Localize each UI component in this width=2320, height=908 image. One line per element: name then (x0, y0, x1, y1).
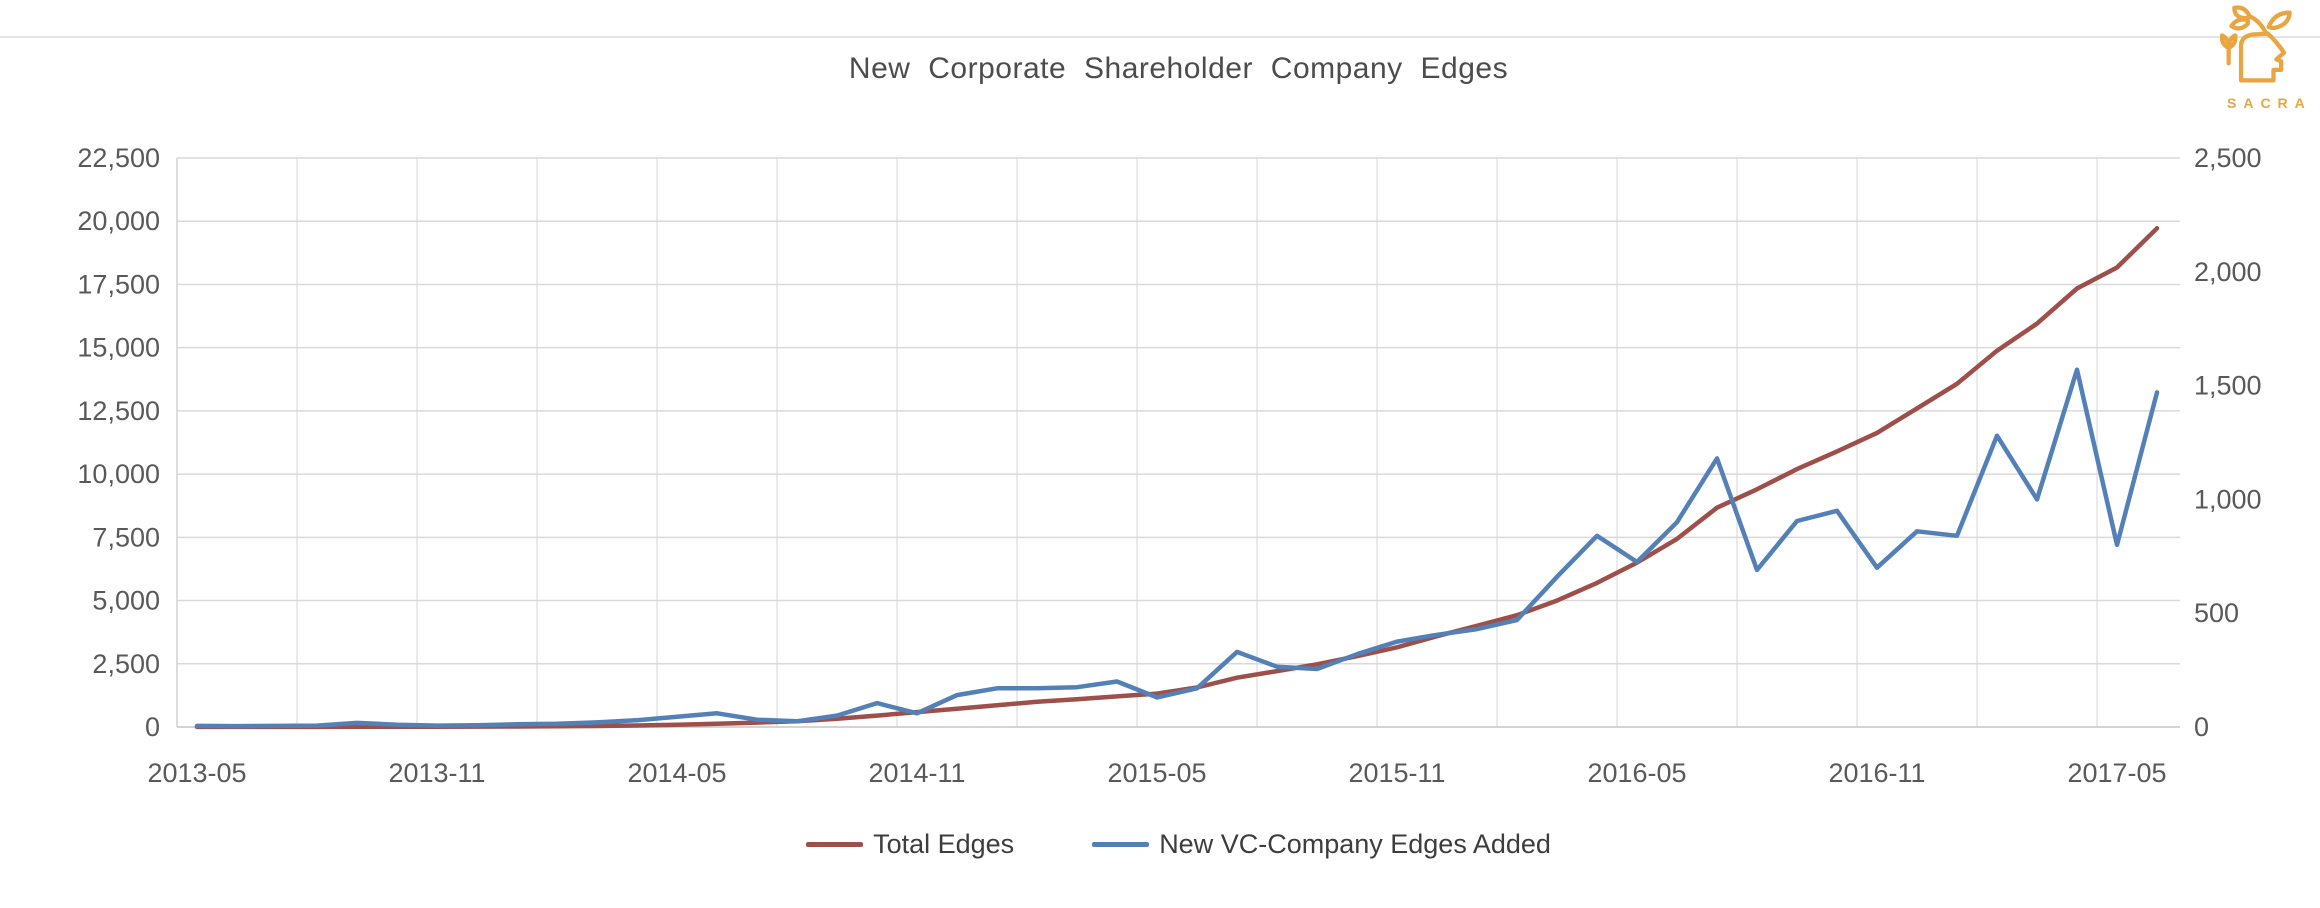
right-axis-tick-label: 0 (2194, 712, 2209, 742)
x-axis-tick-label: 2014-11 (868, 758, 965, 788)
left-axis-tick-label: 20,000 (77, 206, 160, 236)
right-axis-tick-label: 2,000 (2194, 257, 2262, 287)
new-vc-edges-line-swatch (1092, 842, 1150, 847)
x-axis-tick-label: 2014-05 (627, 758, 726, 788)
legend-item-new-vc-edges: New VC-Company Edges Added (1092, 829, 1551, 860)
right-axis-tick-label: 500 (2194, 598, 2239, 628)
left-axis-tick-label: 15,000 (77, 333, 160, 363)
right-axis-tick-label: 1,500 (2194, 371, 2262, 401)
x-axis-tick-label: 2016-11 (1828, 758, 1925, 788)
x-axis-tick-label: 2015-05 (1107, 758, 1206, 788)
legend-label: Total Edges (873, 829, 1015, 859)
legend: Total Edges New VC-Company Edges Added (177, 829, 2180, 860)
sacra-logo: SACRA (2219, 4, 2312, 111)
left-axis-tick-label: 17,500 (77, 269, 160, 299)
legend-label: New VC-Company Edges Added (1159, 829, 1551, 859)
left-axis-tick-label: 0 (145, 712, 160, 742)
left-axis-tick-label: 12,500 (77, 396, 160, 426)
left-axis-tick-label: 5,000 (92, 586, 160, 616)
x-axis-tick-label: 2013-11 (388, 758, 485, 788)
total-edges-line-swatch (806, 842, 864, 847)
chart-title: New Corporate Shareholder Company Edges (848, 52, 1509, 85)
head-plant-icon (2219, 5, 2292, 83)
sacra-wordmark: SACRA (2227, 95, 2312, 111)
right-axis-tick-label: 1,000 (2194, 484, 2262, 514)
series-line-new-vc-company-edges-added (194, 367, 2160, 729)
left-axis-tick-label: 7,500 (92, 522, 160, 552)
x-axis-tick-label: 2015-11 (1348, 758, 1445, 788)
left-axis-tick-label: 22,500 (77, 143, 160, 173)
x-axis-tick-label: 2016-05 (1587, 758, 1686, 788)
left-axis-tick-label: 2,500 (92, 649, 160, 679)
top-divider (0, 36, 2320, 38)
left-axis-tick-label: 10,000 (77, 459, 160, 489)
x-axis-tick-label: 2017-05 (2067, 758, 2166, 788)
right-axis-tick-label: 2,500 (2194, 143, 2262, 173)
x-axis-tick-label: 2013-05 (147, 758, 246, 788)
series-line-total-edges (194, 226, 2160, 730)
legend-item-total-edges: Total Edges (806, 829, 1014, 860)
